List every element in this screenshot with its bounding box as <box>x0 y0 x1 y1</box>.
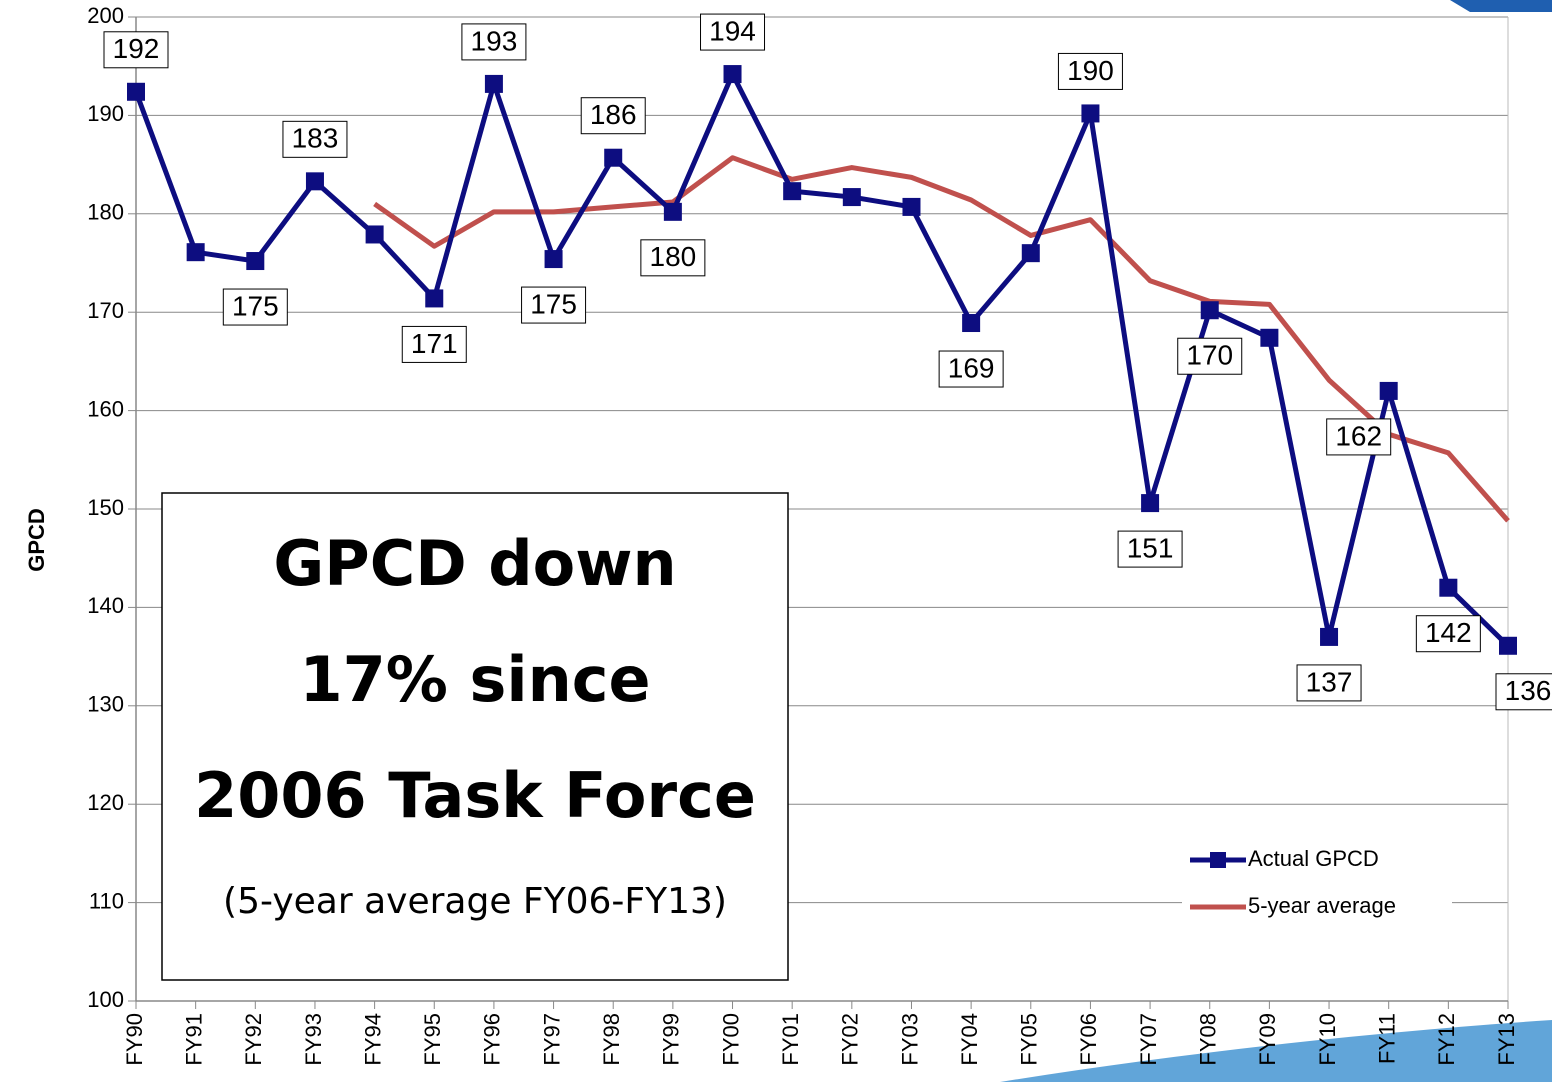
data-label: 190 <box>1067 55 1114 86</box>
data-point <box>1439 579 1457 597</box>
y-tick-label: 160 <box>87 396 124 421</box>
x-tick-label: FY90 <box>122 1013 147 1066</box>
x-tick-label: FY02 <box>838 1013 863 1066</box>
x-tick-label: FY94 <box>360 1013 385 1066</box>
x-tick-label: FY10 <box>1315 1013 1340 1066</box>
annotation-note: (5-year average FY06-FY13) <box>223 881 727 922</box>
data-point <box>724 65 742 83</box>
y-tick-label: 190 <box>87 101 124 126</box>
data-label: 194 <box>709 15 756 46</box>
x-tick-label: FY03 <box>897 1013 922 1066</box>
y-tick-label: 110 <box>89 888 124 913</box>
data-label: 142 <box>1425 617 1472 648</box>
data-label: 151 <box>1127 532 1174 563</box>
data-label: 186 <box>590 99 637 130</box>
y-tick-label: 170 <box>87 298 124 323</box>
y-axis-label: GPCD <box>24 508 49 572</box>
data-point <box>604 149 622 167</box>
data-label: 162 <box>1335 420 1382 451</box>
data-label: 171 <box>411 328 458 359</box>
chart: GPCD 100 110 120 130 140 150 160 170 180 190 200 FY… <box>0 0 1552 1082</box>
data-point <box>843 188 861 206</box>
y-tick-label: 150 <box>87 495 124 520</box>
data-point <box>902 198 920 216</box>
data-point <box>664 203 682 221</box>
annotation-text: GPCD down <box>273 527 676 600</box>
x-tick-label: FY12 <box>1434 1013 1459 1066</box>
data-point <box>425 289 443 307</box>
data-point <box>1260 329 1278 347</box>
y-tick-label: 140 <box>87 593 124 618</box>
data-point <box>1141 494 1159 512</box>
y-tick-label: 200 <box>87 3 124 28</box>
data-label: 136 <box>1505 675 1552 706</box>
data-label: 183 <box>292 123 339 154</box>
data-point <box>783 182 801 200</box>
data-label: 192 <box>113 33 160 64</box>
x-tick-label: FY06 <box>1076 1013 1101 1066</box>
data-point <box>1320 628 1338 646</box>
annotation-text: 17% since <box>299 643 650 716</box>
x-tick-label: FY08 <box>1196 1013 1221 1066</box>
x-tick-label: FY13 <box>1494 1013 1519 1066</box>
y-tick-label: 130 <box>87 692 124 717</box>
data-point <box>545 250 563 268</box>
logo-mark <box>1450 0 1552 12</box>
data-label: 175 <box>530 288 577 319</box>
x-tick-label: FY96 <box>480 1013 505 1066</box>
x-tick-label: FY05 <box>1017 1013 1042 1066</box>
data-point <box>366 225 384 243</box>
data-point <box>127 83 145 101</box>
y-tick-label: 120 <box>87 790 124 815</box>
data-label: 170 <box>1186 340 1233 371</box>
x-tick-label: FY93 <box>301 1013 326 1066</box>
data-point <box>1380 382 1398 400</box>
y-tick-label: 180 <box>87 200 124 225</box>
data-point <box>187 243 205 261</box>
data-label: 193 <box>471 25 518 56</box>
data-label: 169 <box>948 352 995 383</box>
data-label: 175 <box>232 290 279 321</box>
x-tick-label: FY09 <box>1255 1013 1280 1066</box>
x-tick-label: FY11 <box>1375 1013 1400 1064</box>
x-tick-label: FY98 <box>599 1013 624 1066</box>
data-label: 180 <box>650 241 697 272</box>
x-tick-label: FY01 <box>778 1013 803 1066</box>
x-tick-label: FY00 <box>718 1013 743 1066</box>
data-point <box>962 314 980 332</box>
data-point <box>1022 244 1040 262</box>
data-point <box>1201 301 1219 319</box>
series-line <box>375 158 1508 521</box>
data-point <box>1499 637 1517 655</box>
data-point <box>485 75 503 93</box>
data-point <box>1081 104 1099 122</box>
data-point <box>246 252 264 270</box>
x-tick-label: FY92 <box>241 1013 266 1066</box>
x-tick-label: FY95 <box>420 1013 445 1066</box>
annotation-text: 2006 Task Force <box>194 759 756 832</box>
data-point <box>306 172 324 190</box>
x-tick-label: FY07 <box>1136 1013 1161 1066</box>
data-label: 137 <box>1306 666 1353 697</box>
legend-label: 5-year average <box>1248 893 1396 918</box>
legend-marker <box>1210 852 1226 868</box>
legend-label: Actual GPCD <box>1248 846 1379 871</box>
x-tick-label: FY97 <box>539 1013 564 1066</box>
x-tick-label: FY99 <box>659 1013 684 1066</box>
y-tick-label: 100 <box>87 987 124 1012</box>
x-tick-label: FY04 <box>957 1013 982 1066</box>
x-tick-label: FY91 <box>181 1013 206 1066</box>
